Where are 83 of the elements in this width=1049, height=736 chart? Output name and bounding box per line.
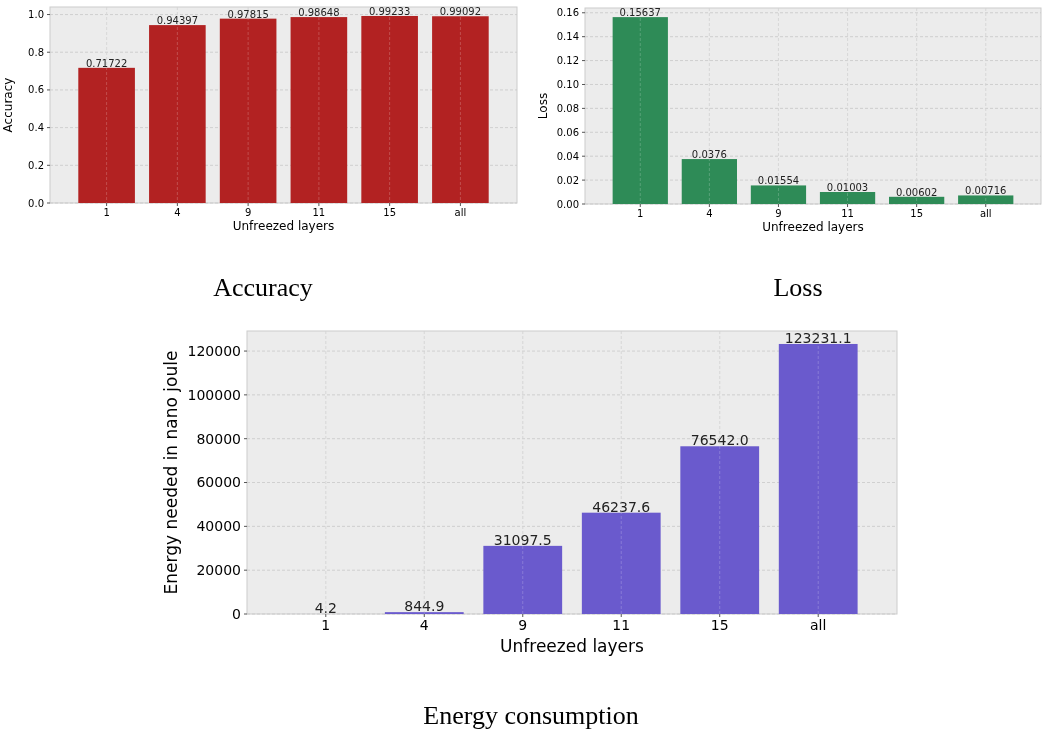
x-tick-label: 15 <box>910 208 923 219</box>
x-axis-title: Unfreezed layers <box>762 220 864 234</box>
data-label: 0.00602 <box>895 186 938 198</box>
x-tick-label: 15 <box>383 207 396 218</box>
x-tick-label: 4 <box>419 617 429 634</box>
bar <box>819 192 876 204</box>
x-tick-label: 11 <box>312 207 326 218</box>
x-tick-label: 9 <box>518 617 528 634</box>
y-tick-label: 0.02 <box>556 174 579 186</box>
data-label: 844.9 <box>404 598 445 615</box>
y-tick-label: 0 <box>232 605 241 622</box>
y-tick-label: 100000 <box>187 386 241 403</box>
bar <box>483 545 563 614</box>
y-tick-label: 0.8 <box>28 46 44 58</box>
x-tick-label: all <box>979 208 992 219</box>
y-tick-label: 0.16 <box>556 7 579 19</box>
y-tick-label: 0.12 <box>556 55 579 67</box>
data-label: 0.01554 <box>757 175 800 187</box>
y-axis-title: Loss <box>536 92 550 120</box>
x-tick-label: all <box>454 207 467 218</box>
x-tick-label: 9 <box>775 208 782 219</box>
bar <box>680 446 760 614</box>
data-label: 76542.0 <box>690 432 749 449</box>
text: Loss <box>773 273 823 302</box>
x-tick-label: 15 <box>710 617 729 634</box>
y-axis-title: Accuracy <box>1 77 15 133</box>
data-label: 4.2 <box>314 599 337 616</box>
y-tick-label: 80000 <box>196 430 241 447</box>
bar <box>889 196 945 204</box>
bar <box>78 67 135 203</box>
y-tick-label: 0.10 <box>556 78 579 90</box>
data-label: 0.99092 <box>439 6 482 18</box>
y-tick-label: 0.6 <box>28 84 44 96</box>
y-tick-label: 0.08 <box>556 102 579 114</box>
x-axis-title: Unfreezed layers <box>500 636 645 656</box>
data-label: 0.01003 <box>826 182 869 194</box>
x-tick-label: 4 <box>174 207 181 218</box>
y-tick-label: 20000 <box>196 562 241 579</box>
bar <box>750 185 807 204</box>
bar <box>290 17 348 203</box>
bar <box>681 159 737 204</box>
y-tick-label: 0.4 <box>28 122 44 134</box>
x-tick-label: 1 <box>321 617 331 634</box>
y-axis-title: Energy needed in nano joule <box>161 350 181 595</box>
y-tick-label: 0.0 <box>28 197 44 209</box>
data-label: 0.99233 <box>368 5 411 17</box>
bar <box>958 195 1014 204</box>
bar <box>581 512 661 614</box>
y-tick-label: 1.0 <box>28 9 44 21</box>
y-tick-label: 0.14 <box>556 31 579 43</box>
data-label: 0.71722 <box>85 57 128 69</box>
y-tick-label: 40000 <box>196 518 241 535</box>
y-tick-label: 0.04 <box>556 150 579 162</box>
x-tick-label: 1 <box>637 208 644 219</box>
text: Accuracy <box>213 273 313 302</box>
bar <box>149 25 206 203</box>
x-tick-label: 11 <box>612 617 631 634</box>
x-tick-label: all <box>810 617 827 634</box>
y-tick-label: 0.06 <box>556 126 579 138</box>
bar <box>219 18 277 203</box>
y-tick-label: 0.2 <box>28 159 44 171</box>
data-label: 123231.1 <box>784 329 852 346</box>
bar <box>778 343 858 614</box>
data-label: 0.97815 <box>227 8 269 20</box>
data-label: 31097.5 <box>493 531 552 548</box>
data-label: 46237.6 <box>592 498 651 515</box>
y-tick-label: 0.00 <box>556 198 579 210</box>
x-tick-label: 11 <box>841 208 854 219</box>
bar <box>432 16 489 203</box>
bar <box>361 15 418 203</box>
y-tick-label: 60000 <box>196 474 241 491</box>
data-label: 0.00716 <box>965 185 1007 197</box>
bar <box>612 17 668 204</box>
data-label: 0.0376 <box>691 149 727 161</box>
text: Energy consumption <box>423 701 639 730</box>
x-tick-label: 4 <box>706 208 713 219</box>
data-label: 0.15637 <box>619 7 661 19</box>
y-tick-label: 120000 <box>187 342 241 359</box>
data-label: 0.94397 <box>156 15 199 27</box>
x-tick-label: 1 <box>103 207 110 218</box>
data-label: 0.98648 <box>298 7 340 19</box>
x-tick-label: 9 <box>244 207 252 218</box>
x-axis-title: Unfreezed layers <box>232 219 335 233</box>
